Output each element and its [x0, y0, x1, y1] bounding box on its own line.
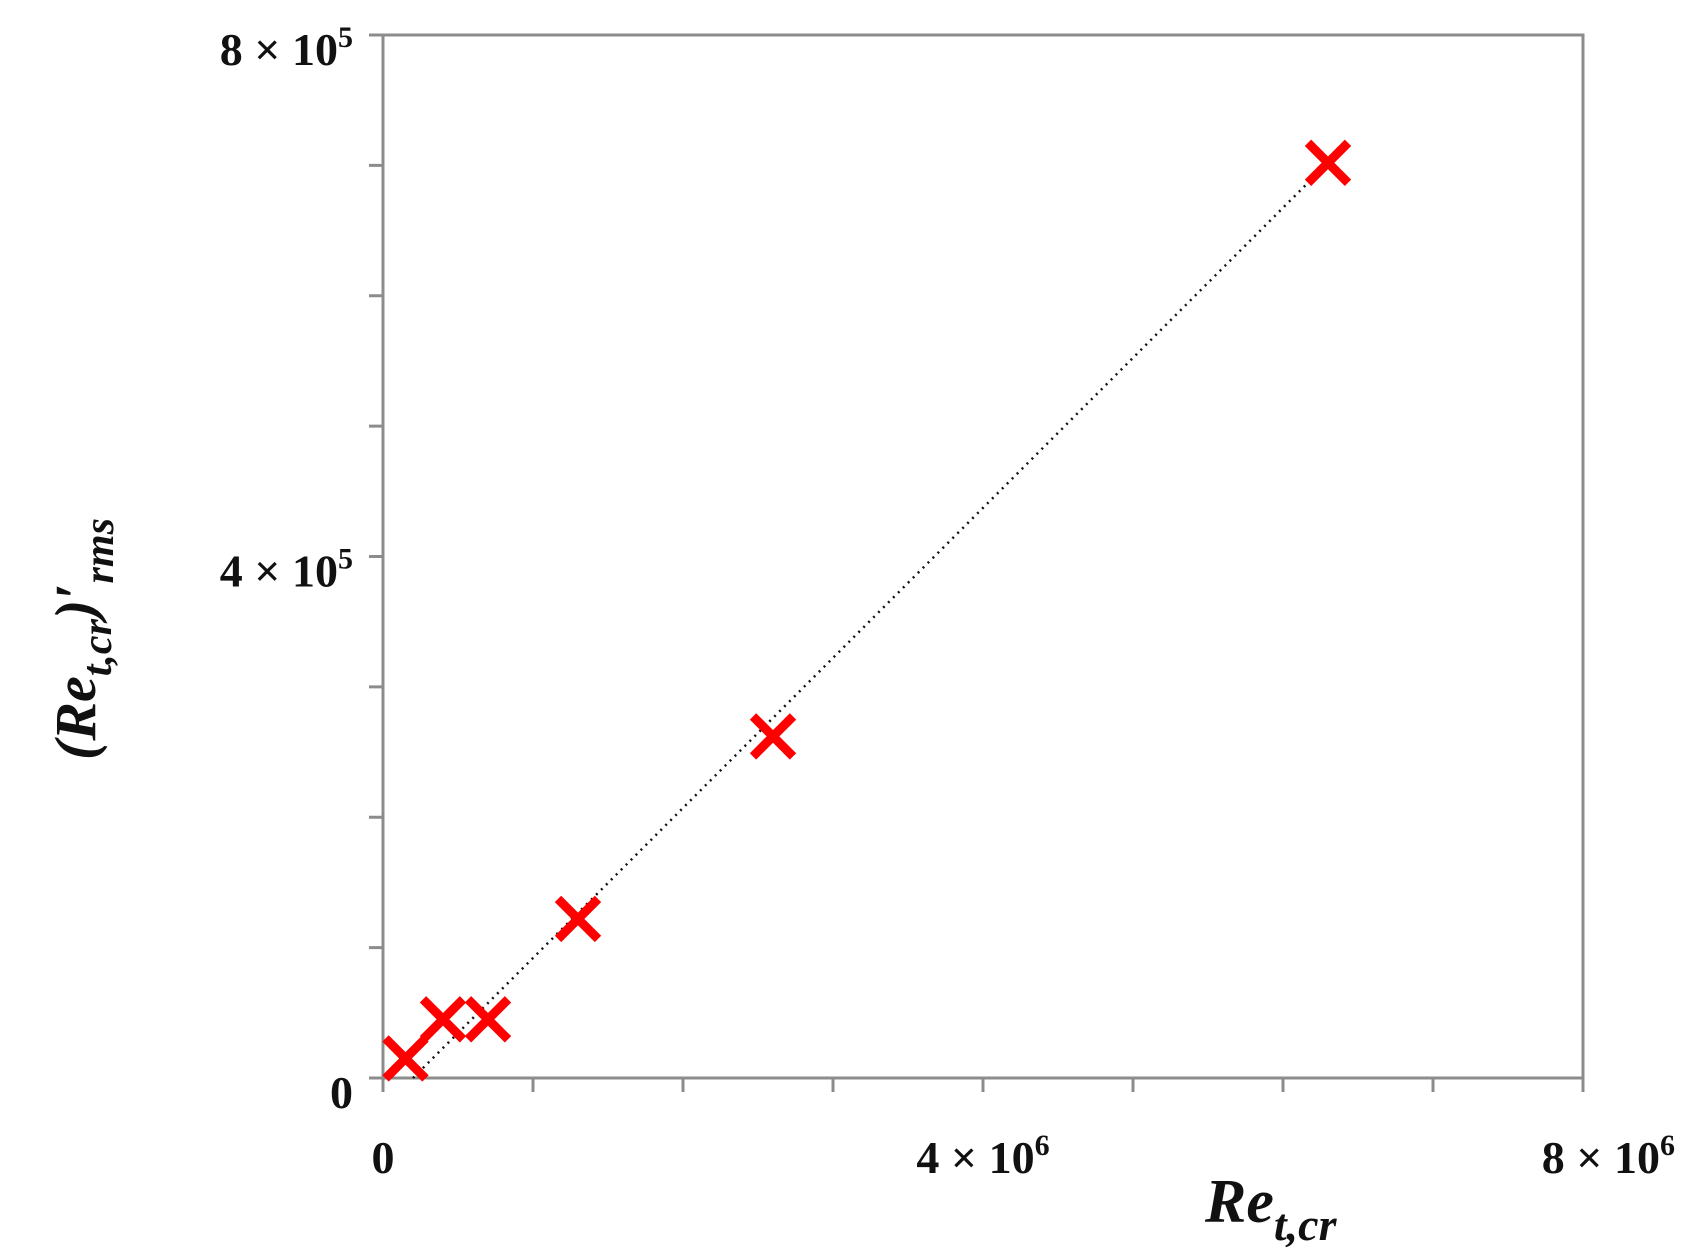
- plot-frame: [381, 33, 1585, 1080]
- x-tick-label: 8 × 106: [1542, 1129, 1675, 1183]
- data-markers: [382, 139, 1352, 1082]
- data-point-marker: [382, 1035, 429, 1082]
- data-point-marker: [464, 996, 512, 1043]
- data-point-marker: [554, 895, 602, 943]
- x-axis-title: Ret,cr: [1204, 1168, 1338, 1250]
- y-tick-label: 4 × 105: [220, 543, 353, 597]
- axis-ticks: [369, 33, 1585, 1092]
- y-tick-label: 0: [330, 1067, 353, 1118]
- trendline: [412, 161, 1329, 1079]
- y-axis-title: (Ret,cr)′rms: [43, 518, 123, 760]
- y-tick-label: 8 × 105: [220, 21, 353, 75]
- data-point-marker: [419, 996, 467, 1043]
- tick-labels: 0 4 × 106 8 × 106 0 4 × 105 8 × 105: [220, 21, 1675, 1183]
- x-tick-label: 4 × 106: [916, 1129, 1049, 1183]
- data-point-marker: [749, 713, 797, 760]
- data-point-marker: [1304, 139, 1352, 186]
- x-tick-label: 0: [372, 1132, 395, 1183]
